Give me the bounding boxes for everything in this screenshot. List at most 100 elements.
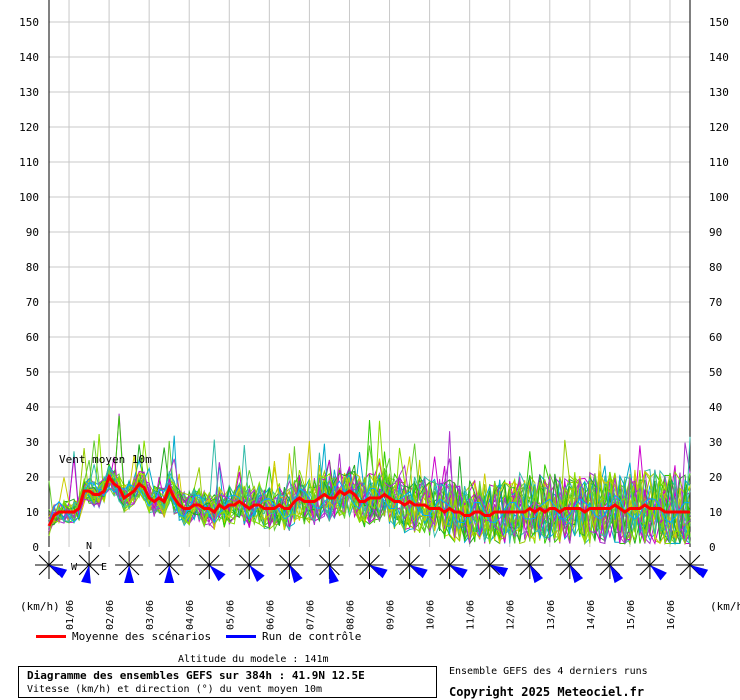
y-tick-left: 30 [26,436,39,449]
y-tick-left: 130 [19,86,39,99]
mean-scenario-line [47,473,690,527]
y-tick-right: 80 [709,261,722,274]
ensemble-note: Ensemble GEFS des 4 derniers runs [449,666,648,677]
y-tick-right: 40 [709,401,722,414]
y-tick-right: 110 [709,156,729,169]
series-label: Vent moyen 10m [59,453,152,466]
control-run-line [48,480,691,527]
y-tick-left: 40 [26,401,39,414]
wind-direction-arrow [289,565,303,584]
y-tick-left: 140 [19,51,39,64]
wind-direction-arrow [369,565,388,579]
y-tick-left: 0 [32,541,39,554]
y-tick-right: 10 [709,506,722,519]
wind-rose [475,551,509,579]
y-tick-left: 120 [19,121,39,134]
wind-rose [355,551,388,579]
y-tick-right: 30 [709,436,722,449]
wind-rose [595,551,624,584]
y-tick-right: 150 [709,16,729,29]
date-label: 05/06 [225,600,236,630]
wind-direction-arrow [609,565,624,584]
y-tick-left: 60 [26,331,39,344]
y-tick-left: 10 [26,506,39,519]
y-unit-right: (km/h) [710,600,740,613]
ensemble-member-line [48,431,691,544]
ensemble-member-line [48,443,691,545]
wind-direction-arrow [209,565,226,582]
legend-mean: Moyenne des scénarios [36,630,211,643]
wind-direction-arrow [690,565,709,579]
wind-rose [75,551,104,584]
chart-title: Diagramme des ensembles GEFS sur 384h : … [27,669,365,682]
legend-mean-label: Moyenne des scénarios [72,630,212,643]
wind-rose [435,551,468,579]
y-tick-left: 110 [19,156,39,169]
wind-direction-arrow [249,565,265,582]
wind-direction-arrow [329,565,339,584]
date-label: 14/06 [586,600,597,630]
chart-grid [48,0,691,547]
y-tick-left: 150 [19,16,39,29]
y-tick-right: 20 [709,471,722,484]
wind-direction-row: NW E [35,541,709,584]
compass-letter-n: N [86,541,92,552]
y-axis-ticks: 0 0 10 10 20 20 30 30 40 40 50 50 60 60 70 70 80 80 90 90 10… [19,16,729,554]
date-label: 10/06 [426,600,437,630]
legend-mean-swatch [36,635,66,638]
wind-direction-arrow [81,565,91,584]
wind-direction-arrow [649,565,667,581]
date-label: 15/06 [626,600,637,630]
chart-subtitle: Vitesse (km/h) et direction (°) du vent … [27,684,323,695]
y-tick-right: 120 [709,121,729,134]
date-label: 12/06 [506,600,517,630]
y-tick-left: 20 [26,471,39,484]
wind-rose [275,551,304,584]
wind-direction-arrow [409,565,428,579]
y-tick-left: 70 [26,296,39,309]
wind-direction-arrow [49,565,68,579]
wind-direction-arrow [489,565,509,578]
date-label: 11/06 [466,600,477,630]
y-tick-left: 50 [26,366,39,379]
title-box: Diagramme des ensembles GEFS sur 384h : … [18,666,437,698]
date-label: 04/06 [185,600,196,630]
y-tick-right: 130 [709,86,729,99]
wind-rose [115,551,144,583]
y-tick-right: 100 [709,191,729,204]
date-label: 13/06 [546,600,557,630]
date-label: 08/06 [346,600,357,630]
wind-direction-arrow [449,565,468,579]
y-tick-right: 70 [709,296,722,309]
date-label: 02/06 [105,600,116,630]
wind-rose [635,551,667,581]
y-tick-right: 60 [709,331,722,344]
y-tick-left: 100 [19,191,39,204]
y-tick-right: 0 [709,541,716,554]
date-label: 06/06 [265,600,276,630]
wind-rose [235,551,265,582]
date-label: 01/06 [65,600,76,630]
compass-letter-e: E [101,562,107,573]
altitude-text: Altitude du modele : 141m [178,654,329,665]
date-label: 03/06 [145,600,156,630]
copyright: Copyright 2025 Meteociel.fr [449,685,645,699]
wind-rose [195,551,226,582]
legend-control-swatch [226,635,256,638]
wind-direction-arrow [569,565,584,584]
date-label: 07/06 [305,600,316,630]
wind-rose [555,551,584,584]
wind-direction-arrow [529,565,544,584]
y-tick-left: 90 [26,226,39,239]
y-tick-left: 80 [26,261,39,274]
date-label: 09/06 [386,600,397,630]
wind-direction-arrow [124,565,135,583]
legend-control: Run de contrôle [226,630,361,643]
wind-rose [155,551,184,583]
legend-control-label: Run de contrôle [262,630,362,643]
date-axis-labels: 01/06 02/06 03/06 04/06 05/06 06/06 07/06 08/06… [65,600,677,630]
ensemble-member-lines [48,413,691,546]
date-label: 16/06 [666,600,677,630]
wind-rose [515,551,544,584]
wind-rose [395,551,428,579]
